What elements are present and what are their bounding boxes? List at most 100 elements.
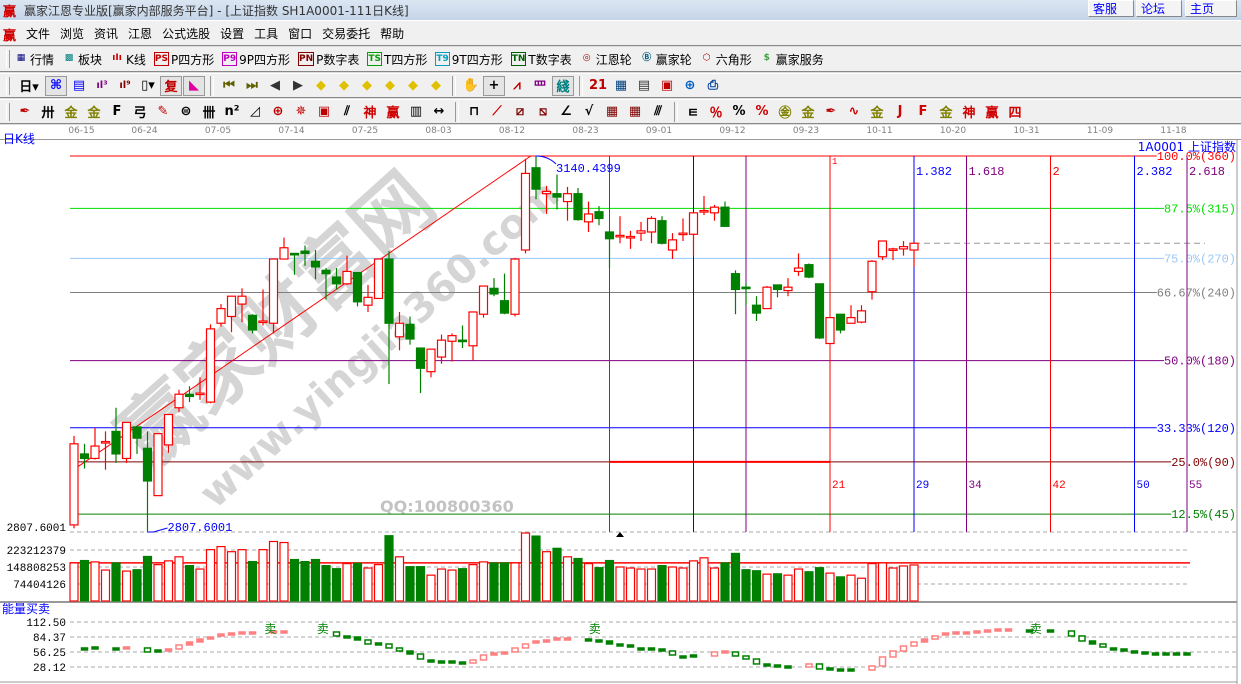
candlestick[interactable] <box>373 258 384 300</box>
percent-lines-icon[interactable]: % <box>755 104 769 119</box>
candlestick[interactable] <box>132 425 142 454</box>
toolbar-button-tn-box[interactable]: TN T数字表 <box>510 51 572 68</box>
last-icon[interactable]: ⏭ <box>246 78 258 93</box>
shen-icon[interactable]: 神 <box>363 106 377 121</box>
forum-button[interactable]: 论坛 <box>1136 0 1182 17</box>
candlestick[interactable] <box>531 155 541 200</box>
candlestick[interactable] <box>436 334 447 364</box>
gold-lines-3-icon[interactable]: 金 <box>801 106 815 121</box>
candlestick[interactable] <box>237 288 247 323</box>
candlestick[interactable] <box>877 240 888 261</box>
candlestick[interactable] <box>583 201 594 232</box>
candlestick[interactable] <box>69 435 79 529</box>
ying-icon[interactable]: 赢 <box>386 106 400 121</box>
candlestick[interactable] <box>783 278 793 297</box>
menu-item-1[interactable]: 浏览 <box>60 27 85 41</box>
pen-icon[interactable]: ✒ <box>19 104 31 119</box>
candlestick[interactable] <box>300 245 310 266</box>
customer-service-button[interactable]: 客服 <box>1088 0 1134 17</box>
candlestick[interactable] <box>153 433 163 497</box>
candlestick[interactable] <box>331 268 342 290</box>
candlestick[interactable] <box>468 311 478 361</box>
candlestick[interactable] <box>478 285 489 318</box>
circle-cross-icon[interactable]: ⊕ <box>272 104 284 119</box>
document-icon[interactable]: ▤ <box>637 78 651 93</box>
candlestick[interactable] <box>163 413 174 453</box>
candlestick[interactable] <box>457 325 468 349</box>
left-icon[interactable]: ◀ <box>270 78 280 93</box>
hand-icon[interactable]: ✋ <box>462 78 480 93</box>
percent-fan-icon[interactable]: ％ <box>709 106 723 121</box>
candlestick[interactable] <box>835 313 846 334</box>
toolbar-grip[interactable] <box>6 102 10 121</box>
candlestick[interactable] <box>342 255 352 285</box>
candlestick[interactable] <box>772 284 783 298</box>
candlestick[interactable] <box>562 186 573 221</box>
move-left-icon[interactable]: ◆ <box>316 78 326 93</box>
candlestick[interactable] <box>909 242 919 267</box>
candlestick[interactable] <box>720 201 730 227</box>
candlestick[interactable] <box>111 407 121 463</box>
fib-lines-icon[interactable]: F <box>112 104 122 119</box>
v-lines-icon[interactable]: √ <box>584 104 594 119</box>
candlestick[interactable] <box>804 263 814 279</box>
printer-icon[interactable]: ⎙ <box>707 78 719 93</box>
candlestick[interactable] <box>384 251 394 385</box>
candlestick[interactable] <box>174 389 184 413</box>
candlestick[interactable] <box>762 286 772 310</box>
candlestick[interactable] <box>100 431 111 470</box>
web-icon[interactable]: ✵ <box>295 104 307 119</box>
candlestick[interactable] <box>856 305 867 324</box>
candlestick[interactable] <box>352 271 363 307</box>
grid-2-icon[interactable]: ▦ <box>628 104 642 119</box>
candlestick[interactable] <box>541 185 552 214</box>
candlestick[interactable] <box>363 284 373 312</box>
stripes-icon[interactable]: ⫻ <box>654 104 662 119</box>
wave-icon[interactable]: ∿ <box>848 104 860 119</box>
restore-icon[interactable]: 复 <box>160 75 182 96</box>
candlestick[interactable] <box>741 282 751 306</box>
candlestick[interactable] <box>279 237 289 260</box>
ying-angle-icon[interactable]: 赢 <box>985 106 999 121</box>
box-fan-icon[interactable]: ⧄ <box>515 104 525 119</box>
candlestick[interactable] <box>688 212 699 256</box>
candlestick[interactable] <box>90 428 100 460</box>
candlestick[interactable] <box>667 233 678 260</box>
calendar-icon[interactable]: 21 <box>588 78 608 93</box>
network-icon[interactable]: ⊕ <box>684 78 696 93</box>
chart-overlay-icon[interactable]: ⌘ <box>45 75 67 96</box>
circle-grid-icon[interactable]: ⊜ <box>180 104 192 119</box>
menu-item-8[interactable]: 交易委托 <box>322 27 371 41</box>
menu-item-0[interactable]: 文件 <box>26 27 51 41</box>
candlestick[interactable] <box>678 218 688 241</box>
candlestick[interactable] <box>489 278 499 297</box>
candlestick[interactable] <box>310 250 321 280</box>
candlestick[interactable] <box>751 296 762 321</box>
candlestick[interactable] <box>846 305 856 324</box>
line-tool-icon[interactable]: ⩘ <box>513 78 521 93</box>
toolbar-button-quote-table[interactable]: ▦ 行情 <box>14 51 54 68</box>
flag-icon[interactable]: ◣ <box>183 75 205 96</box>
candlestick[interactable] <box>289 252 300 275</box>
period-day-dropdown[interactable]: 日▾ <box>19 80 39 95</box>
move-right-icon[interactable]: ◆ <box>339 78 349 93</box>
bars-9-icon[interactable]: ıl⁹ <box>119 80 131 91</box>
candlestick[interactable] <box>426 348 436 378</box>
parallel-lines-icon[interactable]: 卅 <box>41 106 55 121</box>
toolbar-button-big-wheel[interactable]: Ⓑ 赢家轮 <box>640 51 692 68</box>
shrink-icon[interactable]: ◆ <box>385 78 395 93</box>
toolbar-button-hexagon[interactable]: ⬡ 六角形 <box>700 51 752 68</box>
indicator-icon[interactable]: 罒 <box>533 80 547 95</box>
candlestick[interactable] <box>247 314 258 334</box>
bars-3-icon[interactable]: ıl³ <box>96 80 108 91</box>
right-icon[interactable]: ▶ <box>293 78 303 93</box>
toolbar-button-sector-grid[interactable]: ▩ 板块 <box>62 51 102 68</box>
candlestick[interactable] <box>226 295 237 333</box>
candlestick[interactable] <box>184 386 195 403</box>
candlestick[interactable] <box>394 311 405 351</box>
candlestick[interactable] <box>898 240 909 256</box>
ruler-e-icon[interactable]: ㅌ <box>687 106 699 121</box>
candlestick[interactable] <box>636 221 646 241</box>
save-icon[interactable]: ▣ <box>660 78 674 93</box>
toolbar-button-ps-box[interactable]: PS P四方形 <box>153 51 214 68</box>
